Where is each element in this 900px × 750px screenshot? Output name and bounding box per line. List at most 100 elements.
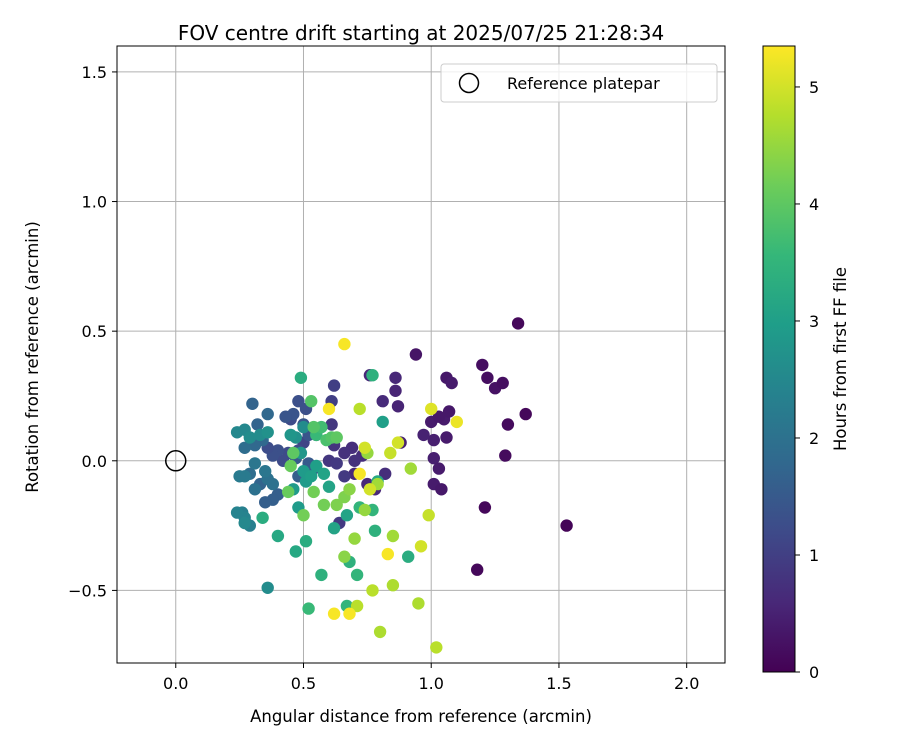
data-point	[243, 431, 256, 444]
data-point	[307, 485, 320, 499]
data-point	[348, 454, 361, 467]
data-point	[496, 376, 509, 390]
data-point	[327, 607, 341, 620]
data-point	[358, 503, 371, 517]
data-point	[338, 446, 351, 460]
data-point	[481, 371, 494, 384]
data-point	[373, 625, 387, 639]
data-point	[327, 379, 341, 392]
data-point	[266, 477, 279, 491]
data-point	[384, 446, 397, 460]
data-point	[256, 511, 269, 524]
data-point	[417, 428, 430, 442]
data-point	[412, 597, 425, 610]
data-point	[519, 407, 532, 421]
data-point	[389, 371, 402, 384]
data-point	[511, 317, 525, 330]
data-point	[338, 470, 351, 483]
x-tick-label: 0.0	[163, 674, 188, 693]
reference-marker	[165, 450, 187, 472]
data-point	[238, 516, 251, 530]
x-tick-label: 0.5	[291, 674, 316, 693]
data-point	[302, 602, 315, 615]
data-point	[343, 483, 356, 496]
data-point	[305, 395, 318, 408]
reference-platepar-marker	[165, 450, 187, 472]
data-point	[376, 415, 389, 429]
data-point	[358, 441, 371, 454]
data-point	[389, 384, 402, 397]
data-point	[325, 418, 338, 431]
data-point	[366, 584, 379, 597]
data-point	[248, 457, 262, 470]
data-point	[322, 402, 336, 416]
data-point	[317, 467, 331, 480]
data-point	[391, 436, 405, 449]
data-point	[386, 529, 400, 543]
data-point	[343, 607, 356, 620]
legend: Reference platepar	[440, 63, 718, 103]
data-point	[381, 547, 394, 561]
data-point	[430, 641, 443, 654]
data-point	[330, 498, 343, 512]
data-point	[338, 337, 351, 351]
data-point	[366, 369, 379, 382]
data-point	[330, 431, 343, 444]
data-point	[259, 465, 272, 478]
data-point	[440, 431, 453, 444]
data-point	[379, 467, 392, 480]
data-point	[348, 532, 361, 545]
data-point	[427, 433, 440, 447]
data-point	[238, 441, 251, 454]
legend-box	[440, 63, 718, 103]
x-axis-label: Angular distance from reference (arcmin)	[250, 707, 592, 726]
plot-frame	[116, 45, 726, 664]
data-point	[340, 509, 354, 522]
data-point	[246, 397, 259, 410]
data-point	[330, 457, 343, 470]
data-point	[261, 407, 274, 421]
data-point	[386, 579, 400, 592]
y-tick-label: 1.0	[82, 193, 107, 212]
legend-marker	[458, 72, 480, 94]
data-point	[422, 509, 435, 522]
x-tick-label: 1.5	[546, 674, 571, 693]
data-point	[259, 496, 272, 509]
data-point	[391, 400, 405, 413]
data-point	[261, 426, 274, 439]
colorbar	[762, 45, 796, 673]
colorbar-tick-label: 2	[809, 429, 819, 448]
data-point	[310, 459, 323, 473]
data-point	[445, 376, 458, 390]
data-point	[297, 509, 310, 522]
data-point	[307, 420, 320, 434]
legend-label-reference-platepar: Reference platepar	[507, 74, 660, 93]
data-point	[279, 410, 292, 423]
data-point	[501, 418, 515, 431]
data-point	[261, 581, 274, 594]
data-point	[350, 599, 364, 613]
data-point	[435, 483, 448, 496]
data-point	[414, 540, 428, 553]
colorbar-ticks: 0 1 2 3 4 5	[795, 78, 819, 682]
data-point	[271, 529, 285, 543]
data-point	[315, 568, 328, 582]
data-point	[317, 498, 331, 512]
colorbar-tick-label: 5	[809, 78, 819, 97]
data-point	[471, 563, 484, 576]
data-point	[427, 452, 440, 465]
data-point	[251, 418, 264, 431]
data-points	[230, 317, 573, 654]
data-point	[338, 550, 351, 563]
data-point	[404, 462, 417, 475]
data-point	[287, 446, 300, 460]
data-point	[478, 501, 492, 514]
data-point	[425, 402, 438, 416]
x-tick-label: 2.0	[674, 674, 699, 693]
data-point	[294, 371, 308, 384]
data-point	[289, 545, 302, 558]
data-point	[450, 415, 463, 429]
x-axis-ticks: 0.0 0.5 1.0 1.5 2.0	[163, 663, 699, 693]
y-tick-label: −0.5	[68, 581, 107, 600]
